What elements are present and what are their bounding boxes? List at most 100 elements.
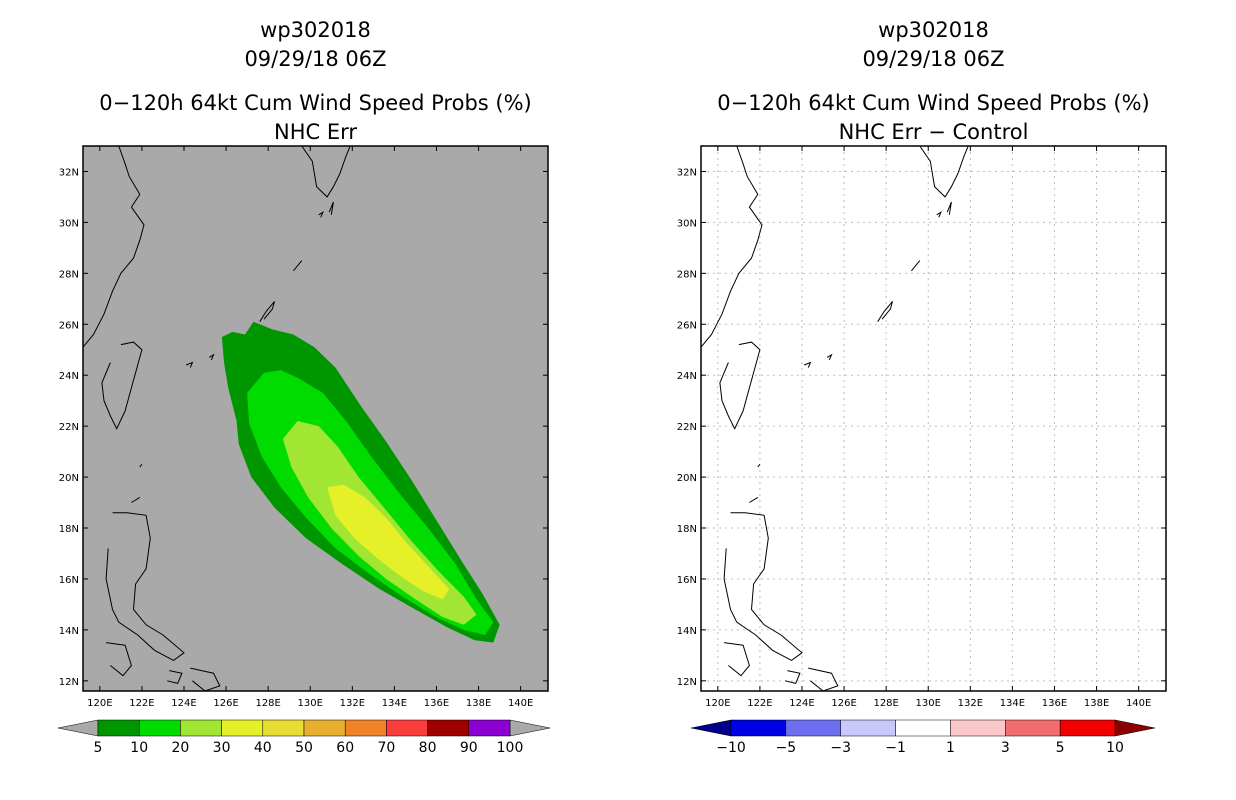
coastline (826, 353, 833, 361)
y-tick-label: 22N (59, 422, 79, 433)
x-tick-label: 130E (916, 698, 941, 709)
coastline (785, 670, 801, 684)
colorbar-swatch (427, 719, 470, 737)
coastline (757, 463, 761, 468)
y-tick-label: 32N (677, 167, 697, 178)
colorbar-swatch (785, 719, 841, 737)
x-tick-label: 134E (382, 698, 407, 709)
colorbar-swatch (97, 719, 140, 737)
colorbar-label: 80 (419, 740, 437, 756)
storm-id: wp302018 (260, 18, 371, 42)
coastline (167, 670, 183, 684)
colorbar-swatch (221, 719, 264, 737)
colorbar-label: 70 (377, 740, 395, 756)
datetime: 09/29/18 06Z (244, 47, 386, 71)
x-tick-label: 138E (466, 698, 491, 709)
y-tick-label: 12N (59, 677, 79, 688)
coastline (723, 512, 803, 661)
colorbar-label: 60 (336, 740, 354, 756)
coastline (101, 341, 143, 430)
y-tick-label: 28N (677, 269, 697, 280)
colorbar-swatch (840, 719, 896, 737)
colorbar-label: 3 (1001, 740, 1010, 756)
colorbar-label: 1 (946, 740, 955, 756)
colorbar-swatch (1059, 719, 1116, 737)
coastline (919, 146, 969, 198)
colorbar-label: 30 (213, 740, 231, 756)
colorbar-high-arrow (1114, 719, 1156, 737)
x-tick-label: 122E (129, 698, 154, 709)
x-tick-label: 128E (255, 698, 280, 709)
colorbar-swatch (1005, 719, 1061, 737)
coastline (877, 301, 893, 322)
colorbar-low-arrow (57, 719, 99, 737)
y-tick-label: 22N (677, 422, 697, 433)
coastline (803, 361, 812, 368)
x-tick-label: 120E (87, 698, 112, 709)
storm-id: wp302018 (878, 18, 989, 42)
y-tick-label: 16N (59, 575, 79, 586)
coastline (259, 301, 275, 322)
x-tick-label: 122E (747, 698, 772, 709)
coastline (83, 146, 145, 348)
colorbar-swatch (180, 719, 222, 737)
x-tick-label: 136E (424, 698, 449, 709)
colorbar-label: 5 (1056, 740, 1065, 756)
colorbar-high-arrow (509, 719, 551, 737)
colorbar-label: −1 (885, 740, 906, 756)
colorbar-swatch (730, 719, 787, 737)
y-tick-label: 26N (677, 320, 697, 331)
x-tick-label: 136E (1042, 698, 1067, 709)
coastline (946, 201, 952, 215)
coastline (808, 667, 839, 691)
x-tick-label: 132E (958, 698, 983, 709)
plot-area (83, 146, 500, 691)
y-tick-label: 30N (677, 218, 697, 229)
coastline (724, 642, 750, 677)
coastline (318, 210, 324, 218)
y-tick-label: 18N (677, 524, 697, 535)
coastline (911, 260, 921, 272)
contour-30-percent (327, 484, 450, 600)
colorbar-swatch (386, 719, 428, 737)
x-tick-label: 140E (1126, 698, 1151, 709)
coastline (106, 642, 132, 677)
y-tick-label: 20N (677, 473, 697, 484)
coastline (719, 341, 761, 430)
colorbar-swatch (262, 719, 305, 737)
coastline (131, 496, 141, 503)
colorbar-swatch (895, 719, 951, 737)
coastline (190, 667, 221, 691)
plot-frame (82, 145, 549, 692)
x-tick-label: 130E (298, 698, 323, 709)
colorbar-swatch (468, 719, 511, 737)
colorbar-low-arrow (690, 719, 732, 737)
colorbar-label: 10 (1106, 740, 1124, 756)
coastline (293, 260, 303, 272)
coastline (301, 146, 351, 198)
y-tick-label: 20N (59, 473, 79, 484)
colorbar-label: 40 (254, 740, 272, 756)
coastline (749, 496, 759, 503)
plot-area (701, 146, 1166, 691)
x-tick-label: 138E (1084, 698, 1109, 709)
colorbar-label: 5 (94, 740, 103, 756)
x-tick-label: 140E (508, 698, 533, 709)
colorbar-swatch (950, 719, 1006, 737)
y-tick-label: 24N (677, 371, 697, 382)
chart-panel: wp302018 09/29/18 06Z 0−120h 64kt Cum Wind… (677, 18, 1167, 756)
coastline (701, 146, 763, 348)
y-tick-label: 14N (59, 626, 79, 637)
colorbar-label: 50 (295, 740, 313, 756)
x-tick-label: 126E (831, 698, 856, 709)
coastline (936, 210, 942, 218)
y-tick-label: 18N (59, 524, 79, 535)
colorbar-label: 100 (497, 740, 524, 756)
coastline (139, 463, 143, 468)
plot-background (701, 146, 1166, 691)
x-tick-label: 132E (340, 698, 365, 709)
y-tick-label: 24N (59, 371, 79, 382)
colorbar-label: 90 (460, 740, 478, 756)
chart-title: 0−120h 64kt Cum Wind Speed Probs (%) (717, 91, 1149, 115)
